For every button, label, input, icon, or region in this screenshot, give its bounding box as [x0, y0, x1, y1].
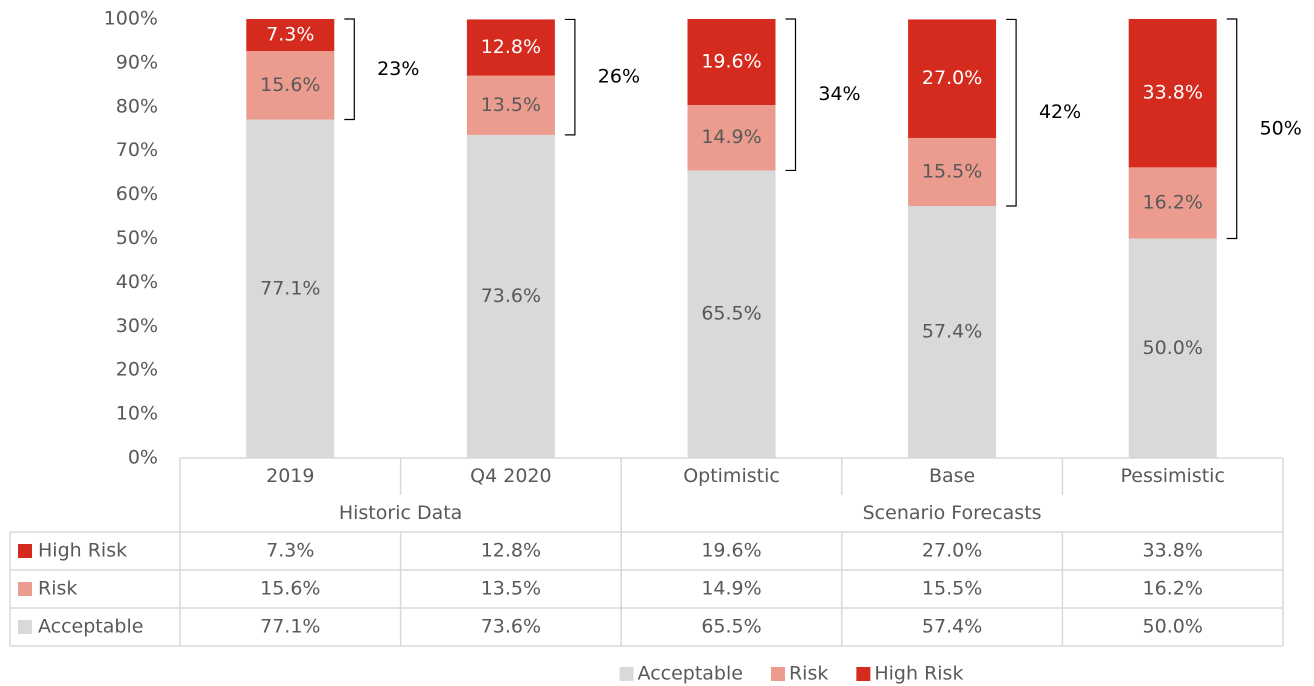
value-label: 12.8% [481, 36, 541, 58]
value-label: 16.2% [1143, 191, 1203, 213]
table-cell: 77.1% [260, 616, 320, 638]
table-legend-key [18, 620, 32, 634]
table-legend-key [18, 544, 32, 558]
table-cell: 33.8% [1143, 540, 1203, 562]
value-label: 73.6% [481, 285, 541, 307]
x-tick-label: Pessimistic [1120, 465, 1224, 487]
table-row-label: Risk [38, 578, 77, 600]
value-label: 14.9% [701, 126, 761, 148]
y-tick-label: 30% [116, 315, 158, 337]
bracket [785, 18, 797, 172]
table-row-label: Acceptable [38, 616, 143, 638]
bracket [344, 18, 355, 121]
bar-segment [908, 206, 997, 458]
value-label: 77.1% [260, 277, 320, 299]
bracket-label: 23% [377, 58, 419, 80]
bar-segment [246, 119, 335, 458]
legend-label: High Risk [874, 663, 963, 685]
table-cell: 73.6% [481, 616, 541, 638]
bar-segment [466, 134, 555, 458]
bracket-label: 42% [1039, 101, 1081, 123]
bar-segment [687, 170, 776, 458]
value-label: 13.5% [481, 94, 541, 116]
legend-key [619, 667, 634, 681]
x-tick-label: Optimistic [683, 465, 780, 487]
table-cell: 14.9% [701, 578, 761, 600]
bar-segment [1128, 167, 1217, 239]
bar-segment [466, 75, 555, 135]
y-tick-label: 40% [116, 271, 158, 293]
x-tick-label: Q4 2020 [470, 465, 551, 487]
bar-segment [908, 137, 997, 207]
value-label: 7.3% [266, 24, 314, 46]
table-cell: 15.6% [260, 578, 320, 600]
table-cell: 7.3% [266, 540, 314, 562]
bar-segment [246, 51, 335, 120]
y-tick-label: 10% [116, 403, 158, 425]
x-tick-label: Base [929, 465, 975, 487]
y-tick-label: 90% [116, 51, 158, 73]
group-label: Scenario Forecasts [863, 502, 1042, 524]
value-label: 33.8% [1143, 82, 1203, 104]
value-label: 65.5% [701, 303, 761, 325]
table-cell: 27.0% [922, 540, 982, 562]
y-tick-label: 60% [116, 183, 158, 205]
group-label: Historic Data [339, 502, 462, 524]
legend-label: Acceptable [638, 663, 743, 685]
bar-segment [687, 105, 776, 171]
y-tick-label: 100% [104, 8, 158, 30]
table-cell: 65.5% [701, 616, 761, 638]
bar-segment [246, 19, 335, 52]
table-cell: 15.5% [922, 578, 982, 600]
table-cell: 13.5% [481, 578, 541, 600]
legend-key [856, 667, 871, 681]
bar-segment [1128, 19, 1217, 168]
bracket-label: 50% [1260, 117, 1302, 139]
y-tick-label: 50% [116, 227, 158, 249]
legend-label: Risk [789, 663, 828, 685]
table-cell: 50.0% [1143, 616, 1203, 638]
bracket [564, 18, 576, 136]
bar-segment [687, 19, 776, 106]
table-legend-key [18, 582, 32, 596]
bracket-label: 34% [818, 83, 860, 105]
y-tick-label: 70% [116, 139, 158, 161]
bar-segment [908, 19, 997, 138]
bracket-label: 26% [598, 66, 640, 88]
table-cell: 19.6% [701, 540, 761, 562]
y-tick-label: 20% [116, 359, 158, 381]
value-label: 15.6% [260, 74, 320, 96]
table-cell: 12.8% [481, 540, 541, 562]
bracket [1226, 18, 1238, 240]
value-label: 15.5% [922, 160, 982, 182]
bar-segment [1128, 238, 1217, 458]
x-tick-label: 2019 [266, 465, 314, 487]
value-label: 50.0% [1143, 337, 1203, 359]
value-label: 57.4% [922, 321, 982, 343]
legend-key [770, 667, 785, 681]
y-tick-label: 80% [116, 95, 158, 117]
table-cell: 16.2% [1143, 578, 1203, 600]
value-label: 27.0% [922, 67, 982, 89]
value-label: 19.6% [701, 51, 761, 73]
y-tick-label: 0% [128, 447, 158, 469]
bar-segment [466, 19, 555, 76]
bracket [1006, 18, 1017, 207]
table-cell: 57.4% [922, 616, 982, 638]
table-row-label: High Risk [38, 540, 127, 562]
